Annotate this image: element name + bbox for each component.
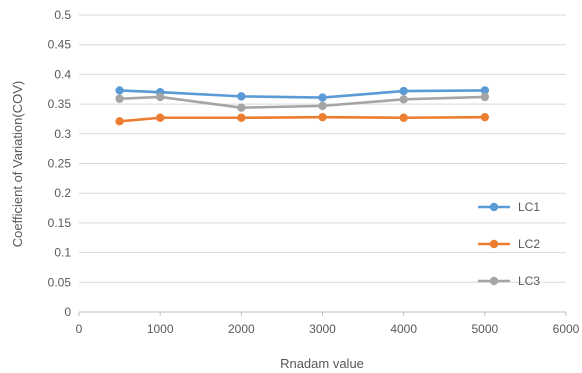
legend-label: LC1 [518, 200, 540, 214]
data-point-lc3 [115, 94, 124, 103]
y-tick-label: 0.1 [54, 246, 71, 260]
data-point-lc1 [399, 86, 408, 96]
data-point-lc3 [480, 92, 490, 102]
y-tick-label: 0 [64, 305, 71, 319]
data-point-lc1 [115, 86, 124, 95]
x-tick-label: 1000 [147, 322, 174, 336]
series-line-lc1 [119, 89, 485, 99]
y-tick-label: 0.5 [54, 8, 71, 22]
y-tick-label: 0.4 [54, 67, 71, 81]
x-tick-label: 0 [76, 322, 83, 336]
y-tick-label: 0.25 [48, 157, 72, 171]
x-tick-label: 5000 [471, 322, 498, 336]
y-tick-label: 0.45 [48, 38, 72, 52]
data-point-lc1 [237, 92, 246, 101]
y-tick-label: 0.05 [48, 275, 72, 289]
data-point-lc1 [318, 93, 327, 102]
data-point-lc2 [115, 117, 124, 126]
x-axis-title: Rnadam value [280, 356, 364, 371]
series-line-lc3 [119, 95, 485, 109]
legend: LC1 LC2 LC3 [478, 200, 540, 288]
y-tick-label: 0.3 [54, 127, 71, 141]
plot-area [115, 86, 490, 126]
y-axis-title: Coefficient of Variation(COV) [10, 81, 25, 247]
x-tick-label: 4000 [390, 322, 417, 336]
x-tick-label: 6000 [553, 322, 580, 336]
legend-swatch-marker [489, 276, 499, 286]
data-point-lc1 [480, 86, 490, 95]
data-point-lc2 [318, 112, 327, 122]
data-point-lc3 [155, 92, 165, 102]
data-point-lc2 [155, 113, 165, 122]
legend-swatch-marker [489, 239, 499, 249]
legend-label: LC3 [518, 274, 540, 288]
data-point-lc3 [399, 95, 408, 104]
data-point-lc2 [399, 113, 408, 122]
legend-swatch-marker [489, 202, 499, 212]
gridlines [79, 14, 566, 283]
x-tick-label: 2000 [228, 322, 255, 336]
series-line-lc2 [119, 115, 485, 123]
y-tick-label: 0.15 [48, 216, 72, 230]
data-point-lc3 [318, 101, 327, 111]
y-tick-label: 0.2 [54, 186, 71, 200]
data-point-lc3 [237, 103, 246, 112]
data-point-lc2 [237, 113, 246, 122]
axes: 0 0.05 0.1 0.15 0.2 0.25 0.3 0.35 0.4 0.45 0.5 0 100… [48, 8, 580, 336]
y-tick-label: 0.35 [48, 97, 72, 111]
legend-label: LC2 [518, 237, 540, 251]
data-point-lc2 [480, 112, 490, 122]
x-tick-label: 3000 [309, 322, 336, 336]
